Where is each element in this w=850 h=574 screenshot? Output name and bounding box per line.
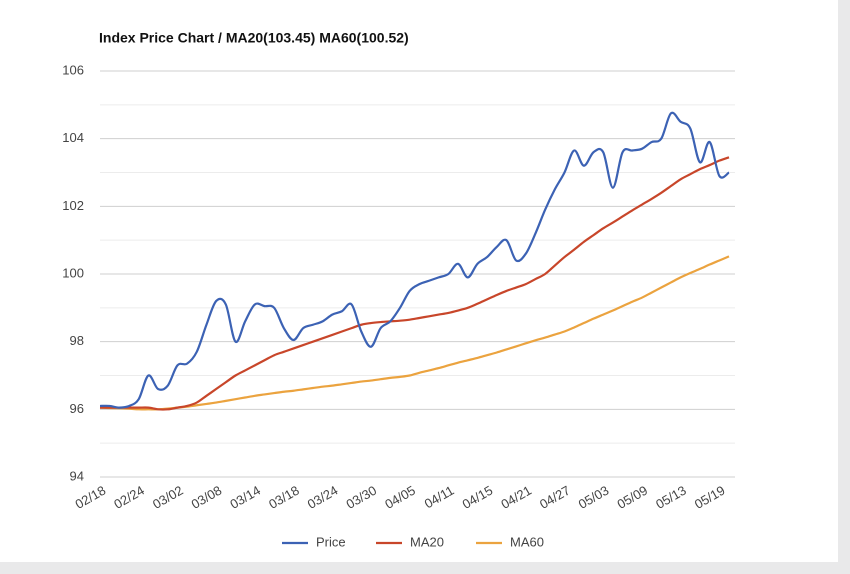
legend-label: MA60 [510,534,544,549]
y-tick-label: 98 [70,333,84,348]
y-tick-label: 94 [70,468,84,483]
legend-label: MA20 [410,534,444,549]
legend-label: Price [316,534,346,549]
y-tick-label: 100 [62,265,84,280]
series-line [99,255,730,411]
y-tick-label: 104 [62,130,84,145]
chart-title: Index Price Chart / MA20(103.45) MA60(10… [99,30,409,46]
y-tick-label: 106 [62,62,84,77]
series-line [100,156,730,411]
chart-background [0,0,838,562]
y-tick-label: 102 [62,198,84,213]
series-line [99,111,730,409]
y-tick-label: 96 [70,401,84,416]
